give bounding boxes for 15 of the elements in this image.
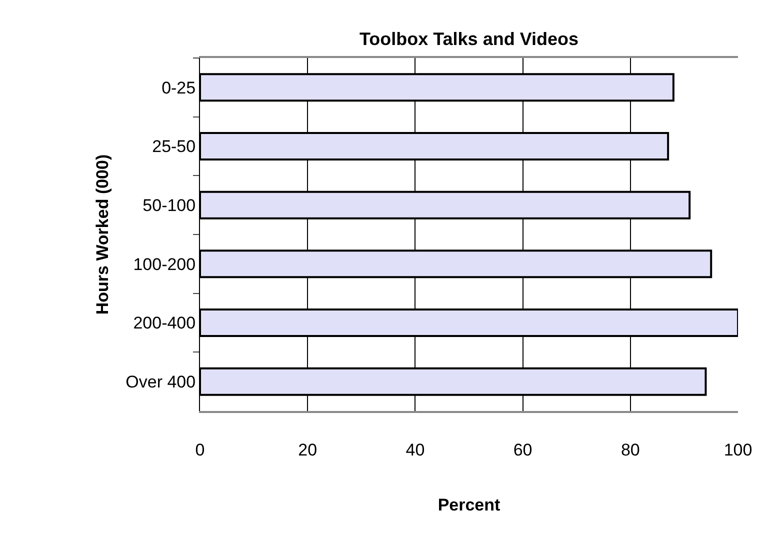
x-tick-label: 100: [724, 440, 752, 460]
y-tick-label: 100-200: [133, 254, 196, 274]
x-tick-label: 20: [298, 440, 318, 460]
x-tick-label: 40: [406, 440, 425, 460]
y-tick-label: 0-25: [162, 78, 196, 98]
x-tick-label: 60: [513, 440, 532, 460]
y-tick-label: 25-50: [152, 137, 196, 156]
y-tick-label: 50-100: [142, 196, 196, 216]
y-tick-label: 200-400: [133, 314, 196, 333]
x-axis-title: Percent: [438, 495, 501, 514]
chart-title: Toolbox Talks and Videos: [359, 28, 579, 49]
x-tick-label: 80: [620, 440, 640, 460]
y-axis-title: Hours Worked (000): [93, 154, 112, 315]
y-tick-label: Over 400: [126, 372, 196, 392]
x-tick-label: 0: [195, 440, 205, 460]
